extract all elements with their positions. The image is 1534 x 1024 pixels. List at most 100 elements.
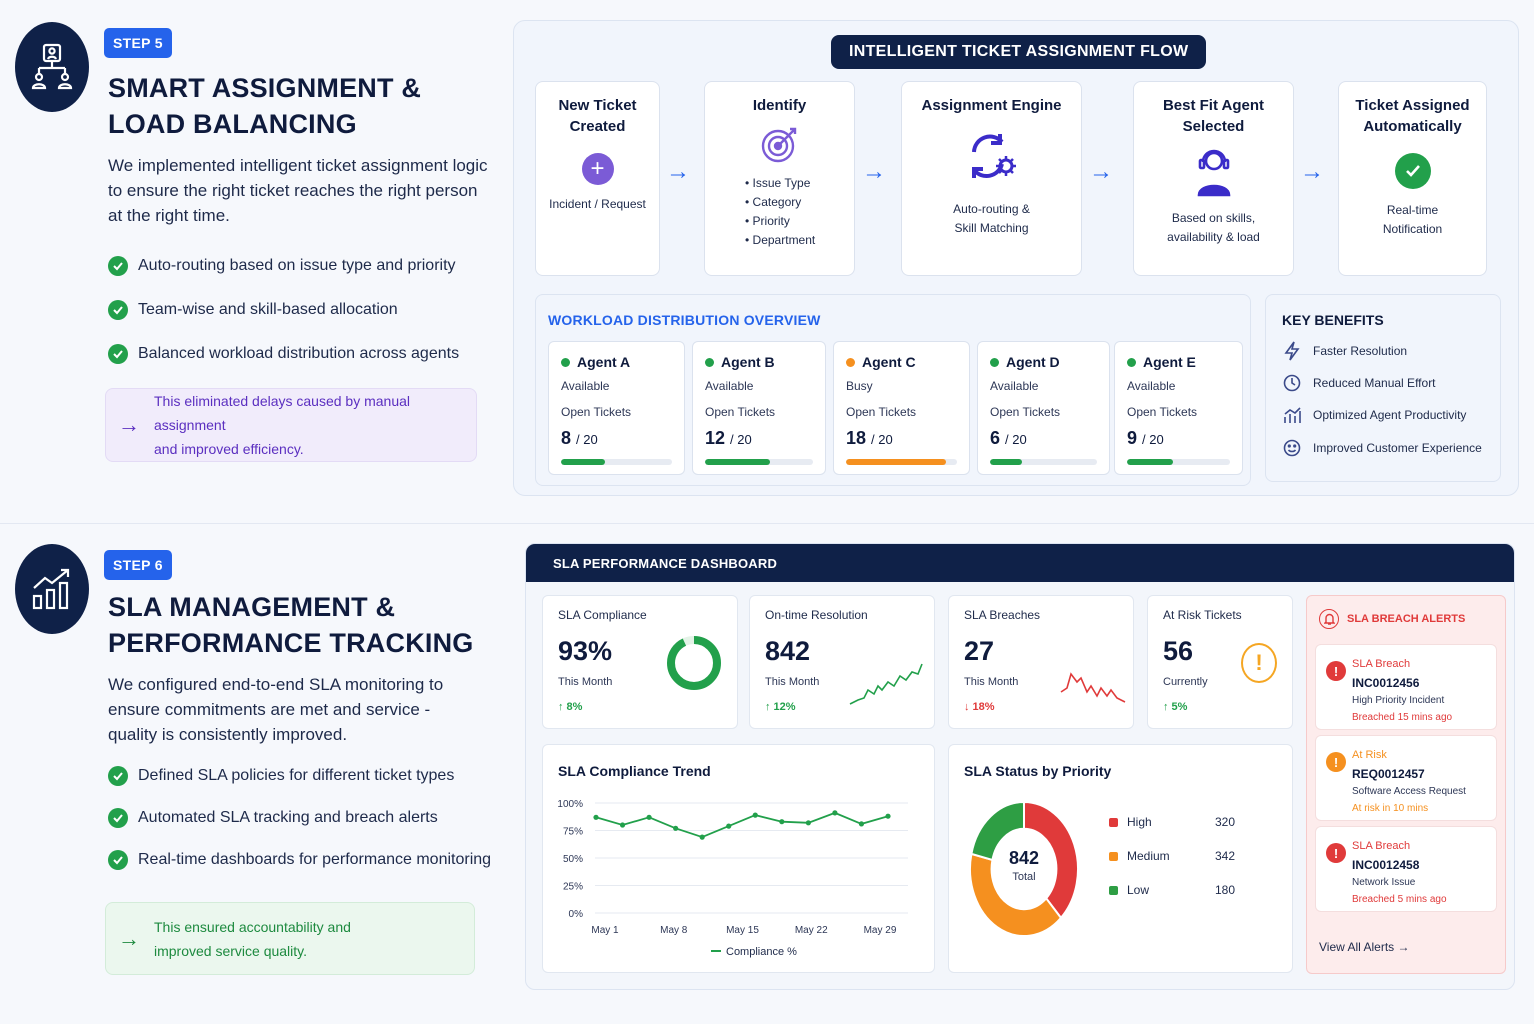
data-point bbox=[885, 813, 891, 819]
donut-center-label: Total bbox=[1012, 871, 1036, 883]
bell-icon bbox=[1319, 609, 1339, 629]
agent-name: Agent D bbox=[990, 354, 1060, 370]
alert-time: Breached 15 mins ago bbox=[1352, 712, 1453, 723]
agent-status: Available bbox=[1127, 379, 1176, 393]
alert-description: Network Issue bbox=[1352, 877, 1416, 888]
agent-card: Agent D Available Open Tickets 6 / 20 bbox=[977, 341, 1110, 475]
alert-time: Breached 5 mins ago bbox=[1352, 894, 1447, 905]
flow-title: INTELLIGENT TICKET ASSIGNMENT FLOW bbox=[831, 35, 1207, 69]
outcome-note: → This ensured accountability and improve… bbox=[105, 902, 475, 975]
workload-bar bbox=[846, 459, 957, 465]
data-point bbox=[726, 823, 732, 829]
x-tick-label: May 15 bbox=[726, 925, 759, 936]
target-icon bbox=[760, 124, 800, 164]
compliance-trend-card: SLA Compliance Trend 100% 75% 50% 25% 0% May … bbox=[542, 744, 935, 973]
data-point bbox=[673, 825, 679, 831]
agent-name: Agent A bbox=[561, 354, 630, 370]
legend-value: 320 bbox=[1215, 815, 1236, 829]
compliance-trend-chart: 100% 75% 50% 25% 0% May 1 May 8 May 15 May 22 May… bbox=[557, 799, 908, 958]
check-icon bbox=[108, 300, 128, 320]
y-tick-label: 50% bbox=[563, 854, 583, 865]
status-dot bbox=[705, 357, 714, 367]
flow-step-ticket-assigned: Ticket Assigned Automatically Real-time No… bbox=[1338, 81, 1487, 276]
check-circle-icon bbox=[1394, 153, 1431, 189]
alert-type: At Risk bbox=[1352, 749, 1387, 761]
step-badge: STEP 6 bbox=[104, 550, 172, 580]
view-all-alerts-link[interactable]: View All Alerts → bbox=[1319, 940, 1410, 954]
flow-arrow: → bbox=[862, 158, 886, 185]
priority-legend-item: High 320 bbox=[1109, 815, 1235, 829]
status-dot bbox=[846, 357, 855, 367]
priority-legend-item: Low 180 bbox=[1109, 883, 1235, 897]
data-point bbox=[699, 834, 705, 840]
alert-icon: ! bbox=[1326, 752, 1346, 772]
y-tick-label: 25% bbox=[563, 882, 583, 893]
kpi-sla-breaches: SLA Breaches 27 This Month ↓ 18% bbox=[948, 595, 1134, 729]
benefit-item: Faster Resolution bbox=[1282, 341, 1407, 361]
assignment-hierarchy-icon bbox=[15, 22, 89, 112]
compliance-ring bbox=[667, 636, 721, 690]
legend-value: 180 bbox=[1215, 883, 1236, 897]
data-point bbox=[619, 822, 626, 828]
alert-item[interactable]: ! SLA Breach INC0012458 Network Issue Breach… bbox=[1315, 826, 1497, 912]
warning-icon: ! bbox=[1241, 643, 1277, 683]
compliance-line bbox=[595, 811, 889, 839]
alert-time: At risk in 10 mins bbox=[1352, 803, 1429, 814]
data-point bbox=[646, 814, 652, 820]
agent-name: Agent E bbox=[1127, 354, 1196, 370]
flow-arrow: → bbox=[1089, 158, 1113, 185]
bullet-item: Auto-routing based on issue type and pri… bbox=[108, 256, 456, 276]
breaches-sparkline bbox=[1060, 672, 1126, 703]
workload-bar-fill bbox=[705, 459, 770, 465]
flow-arrow: → bbox=[1300, 158, 1324, 185]
sla-dashboard: SLA PERFORMANCE DASHBOARD SLA Compliance… bbox=[525, 543, 1515, 990]
sync-gear-icon bbox=[964, 128, 1020, 184]
plus-circle-icon: + bbox=[581, 153, 614, 185]
check-icon bbox=[108, 256, 128, 276]
alerts-header: SLA BREACH ALERTS bbox=[1319, 609, 1465, 629]
flow-step-best-agent: Best Fit Agent Selected Based on skills, a… bbox=[1133, 81, 1294, 276]
key-benefits-title: KEY BENEFITS bbox=[1282, 312, 1384, 328]
section-description: We implemented intelligent ticket assign… bbox=[108, 156, 488, 225]
legend-label: High bbox=[1127, 815, 1152, 829]
check-icon bbox=[108, 808, 128, 828]
kpi-on-time-resolution: On-time Resolution 842 This Month ↑ 12% bbox=[749, 595, 935, 729]
alert-icon: ! bbox=[1326, 661, 1346, 681]
growth-chart-icon bbox=[15, 544, 89, 634]
donut-slice bbox=[970, 800, 1025, 862]
legend-swatch bbox=[1109, 851, 1118, 861]
alert-ticket-id: INC0012456 bbox=[1352, 676, 1420, 690]
donut-slice bbox=[969, 852, 1063, 937]
workload-bar-fill bbox=[990, 459, 1023, 465]
workload-title: WORKLOAD DISTRIBUTION OVERVIEW bbox=[548, 312, 821, 328]
y-tick-label: 100% bbox=[557, 799, 583, 810]
x-tick-label: May 8 bbox=[660, 925, 688, 936]
open-ticket-count: 12 / 20 bbox=[705, 428, 752, 448]
chart-icon bbox=[1282, 405, 1302, 425]
y-tick-label: 0% bbox=[569, 909, 584, 920]
benefit-item: Reduced Manual Effort bbox=[1282, 373, 1436, 393]
open-tickets-label: Open Tickets bbox=[846, 405, 917, 419]
data-point bbox=[752, 812, 758, 818]
resolution-sparkline bbox=[849, 663, 923, 705]
flow-step-new-ticket: New Ticket Created + Incident / Request bbox=[535, 81, 660, 276]
status-dot bbox=[990, 357, 999, 367]
legend-label: Compliance % bbox=[726, 946, 797, 958]
alert-item[interactable]: ! At Risk REQ0012457 Software Access Reques… bbox=[1315, 735, 1497, 821]
donut-center-value: 842 bbox=[1008, 848, 1040, 868]
status-dot bbox=[561, 357, 570, 367]
key-benefits-panel: KEY BENEFITS Faster Resolution Reduced M… bbox=[1265, 294, 1501, 482]
sla-breach-alerts: SLA BREACH ALERTS ! SLA Breach INC0012456 H… bbox=[1306, 595, 1506, 974]
x-tick-label: May 29 bbox=[864, 925, 897, 936]
priority-chart-title: SLA Status by Priority bbox=[964, 763, 1112, 779]
flow-step-identify: Identify • Issue Type • Category • Prior… bbox=[704, 81, 855, 276]
alert-item[interactable]: ! SLA Breach INC0012456 High Priority Incid… bbox=[1315, 644, 1497, 730]
alert-ticket-id: INC0012458 bbox=[1352, 858, 1420, 872]
step-badge: STEP 5 bbox=[104, 28, 172, 58]
agent-headset-icon bbox=[1196, 147, 1232, 197]
sla-priority-donut bbox=[969, 800, 1079, 937]
data-point bbox=[858, 821, 865, 827]
workload-bar-fill bbox=[561, 459, 606, 465]
open-tickets-label: Open Tickets bbox=[990, 405, 1061, 419]
agent-status: Available bbox=[705, 379, 754, 393]
